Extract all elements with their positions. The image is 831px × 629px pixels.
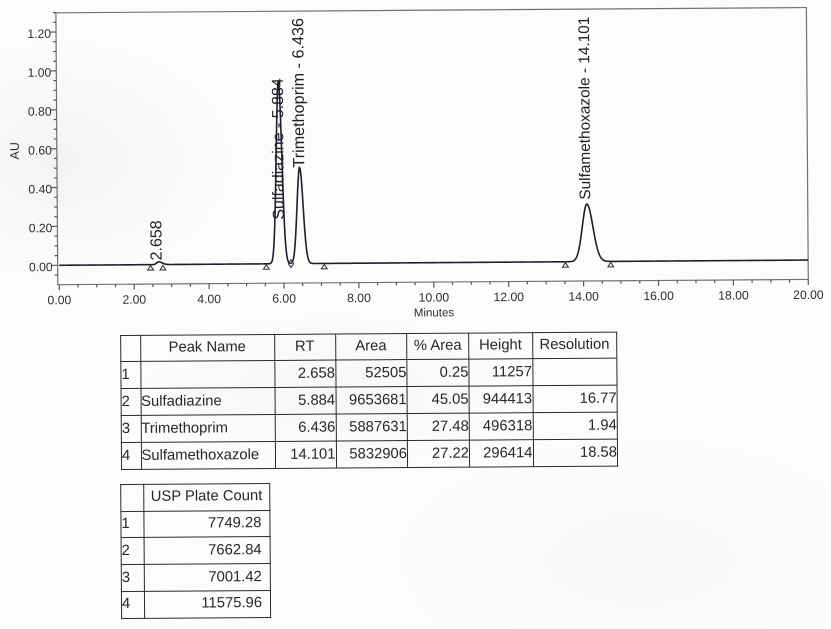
svg-text:8.00: 8.00 <box>347 291 371 305</box>
svg-text:0.40: 0.40 <box>28 182 52 196</box>
svg-text:0.00: 0.00 <box>47 293 71 307</box>
svg-text:1.00: 1.00 <box>28 66 52 80</box>
svg-text:10.00: 10.00 <box>419 290 450 304</box>
svg-text:16.00: 16.00 <box>643 289 674 303</box>
svg-text:2.658: 2.658 <box>148 220 165 260</box>
svg-text:Minutes: Minutes <box>414 307 455 319</box>
svg-text:AU: AU <box>8 142 22 159</box>
svg-text:4.00: 4.00 <box>197 292 221 306</box>
svg-text:18.00: 18.00 <box>718 288 749 302</box>
svg-text:12.00: 12.00 <box>493 290 524 304</box>
svg-text:2.00: 2.00 <box>122 293 146 307</box>
svg-text:0.60: 0.60 <box>28 143 52 157</box>
svg-text:Sulfamethoxazole - 14.101: Sulfamethoxazole - 14.101 <box>576 17 594 200</box>
svg-text:0.80: 0.80 <box>28 105 52 119</box>
svg-text:0.20: 0.20 <box>29 221 53 235</box>
svg-text:1.20: 1.20 <box>27 27 51 41</box>
svg-text:Sulfadiazine - 5.884: Sulfadiazine - 5.884 <box>270 78 288 220</box>
svg-text:Trimethoprim - 6.436: Trimethoprim - 6.436 <box>289 18 308 168</box>
svg-text:6.00: 6.00 <box>272 292 296 306</box>
svg-text:20.00: 20.00 <box>793 288 824 302</box>
svg-text:0.00: 0.00 <box>29 260 53 274</box>
svg-text:14.00: 14.00 <box>568 289 599 303</box>
